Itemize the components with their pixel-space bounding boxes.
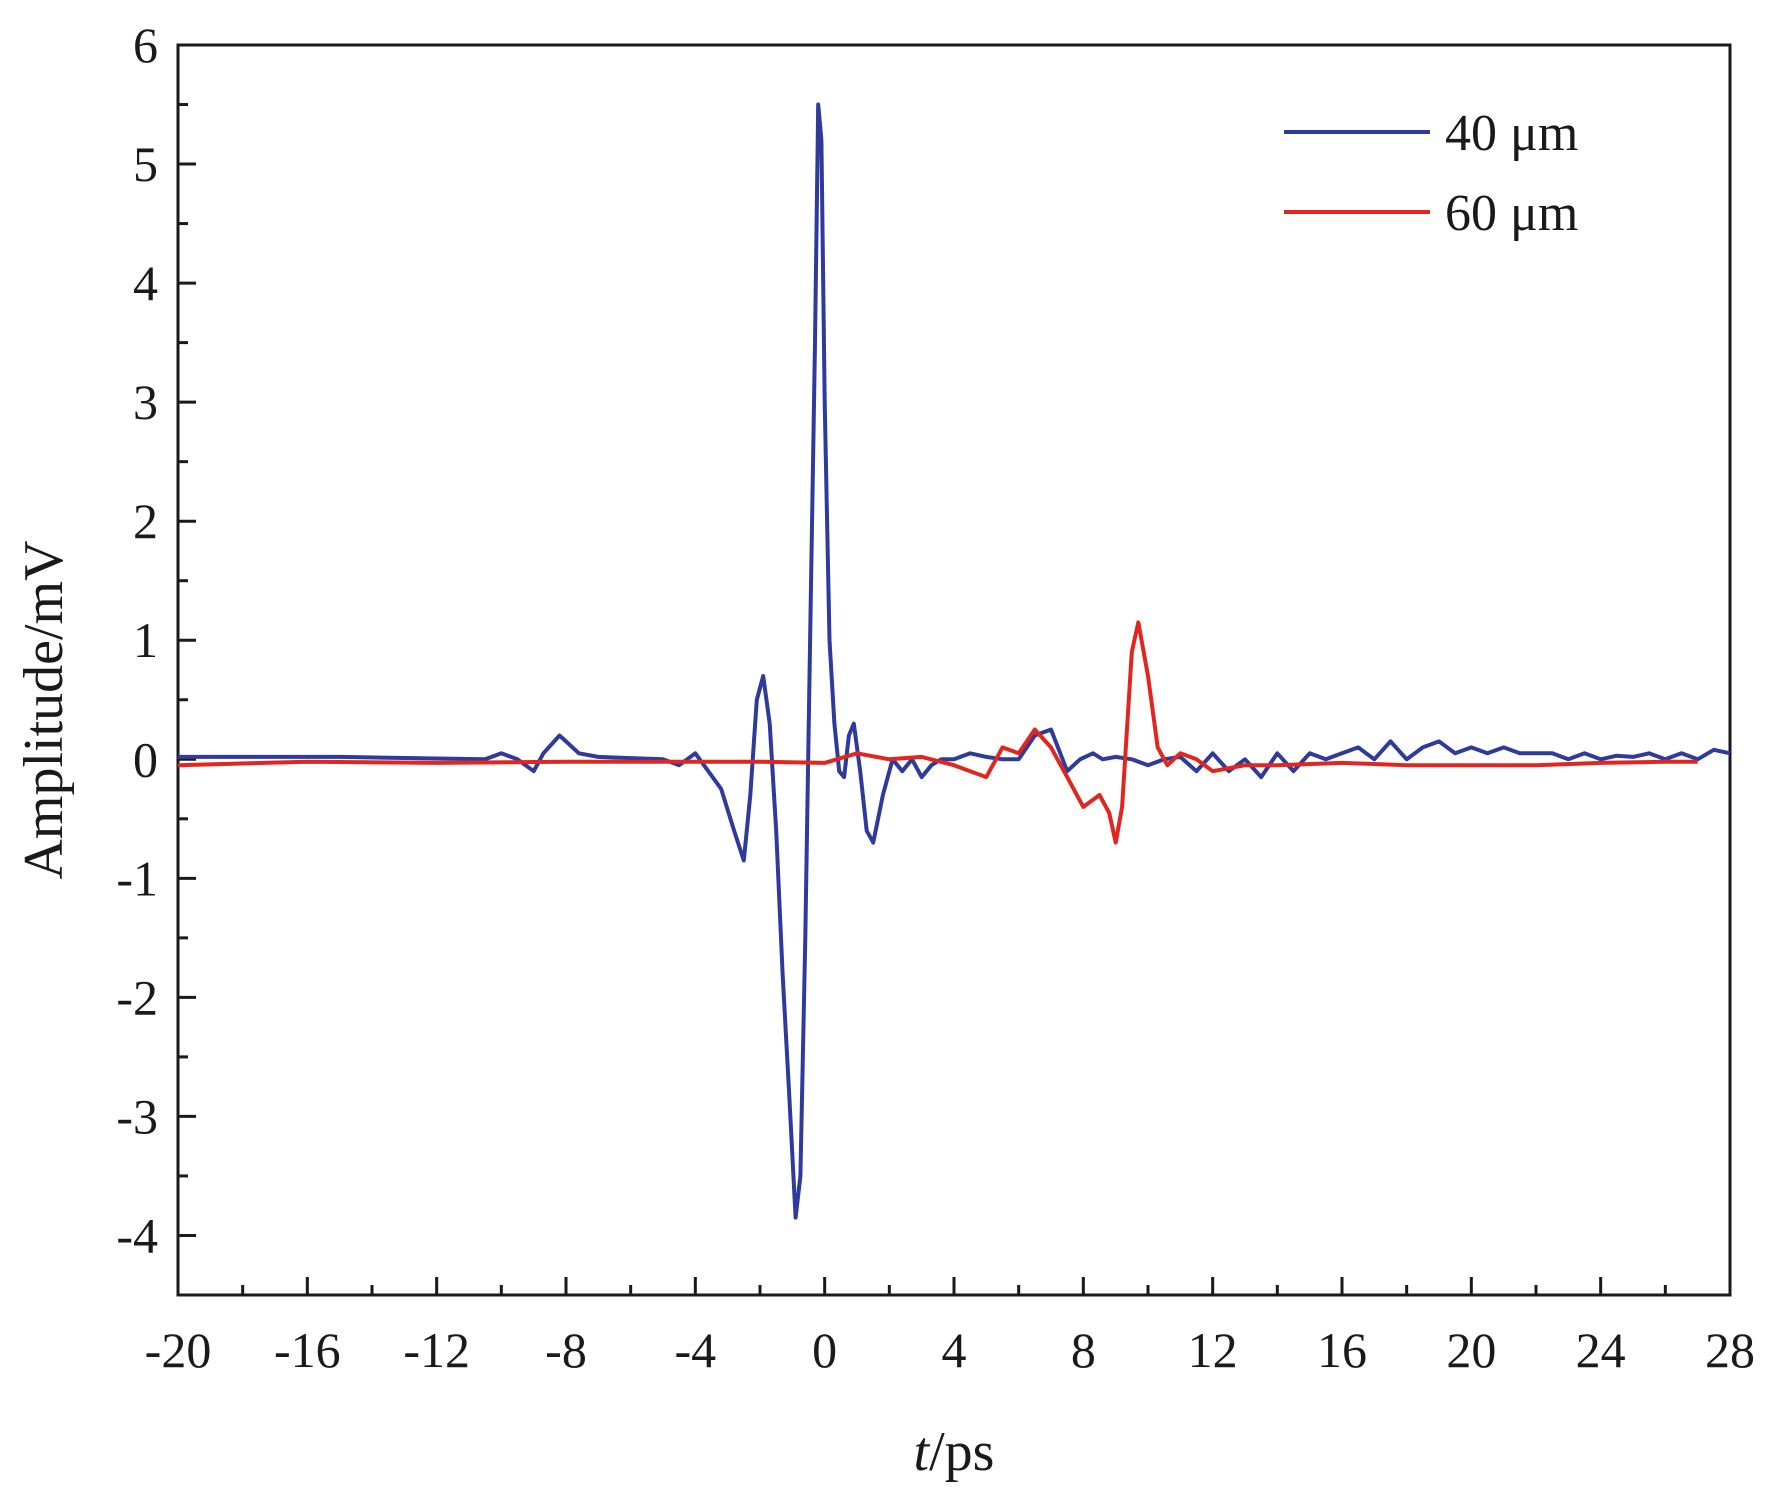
y-tick-label: 0: [133, 731, 158, 787]
y-tick-label: 2: [133, 493, 158, 549]
y-tick-label: 4: [133, 255, 158, 311]
y-tick-label: 1: [133, 612, 158, 668]
legend-label-2: 60 μm: [1445, 185, 1578, 242]
y-tick-label: -1: [116, 850, 158, 906]
x-tick-label: -16: [274, 1322, 341, 1378]
plot-area: [176, 43, 1732, 1297]
y-tick-label: -3: [116, 1088, 158, 1144]
x-tick-label: -20: [145, 1322, 212, 1378]
x-tick-label: -4: [675, 1322, 717, 1378]
x-axis-label: t/ps: [914, 1421, 995, 1483]
x-tick-label: -8: [545, 1322, 587, 1378]
legend: 40 μm 60 μm: [1284, 105, 1578, 242]
y-tick-label: 5: [133, 136, 158, 192]
y-tick-label: 6: [133, 17, 158, 73]
legend-label-1: 40 μm: [1445, 105, 1578, 162]
series-group: [177, 102, 1731, 1220]
y-tick-label: -4: [116, 1207, 158, 1263]
x-tick-label: -12: [403, 1322, 470, 1378]
x-tick-label: 28: [1705, 1322, 1755, 1378]
x-tick-label: 12: [1188, 1322, 1238, 1378]
series-line-1: [178, 102, 1731, 1220]
x-axis-label-unit: /ps: [929, 1421, 994, 1483]
x-tick-label: 24: [1576, 1322, 1626, 1378]
x-axis-label-italic: t: [914, 1421, 931, 1483]
x-tick-label: 4: [942, 1322, 967, 1378]
x-tick-label: 0: [812, 1322, 837, 1378]
y-axis-label: Amplitude/mV: [13, 540, 75, 879]
x-tick-label: 20: [1446, 1322, 1496, 1378]
series-line-2: [177, 620, 1698, 845]
tick-labels: -20 -16 -12 -8 -4 0 4 8 12 16 20 24 28-4-3-2-1012345…: [116, 17, 1755, 1378]
y-tick-label: 3: [133, 374, 158, 430]
tick-group: [176, 43, 1732, 1295]
x-tick-label: 16: [1317, 1322, 1367, 1378]
y-tick-label: -2: [116, 969, 158, 1025]
x-tick-label: 8: [1071, 1322, 1096, 1378]
